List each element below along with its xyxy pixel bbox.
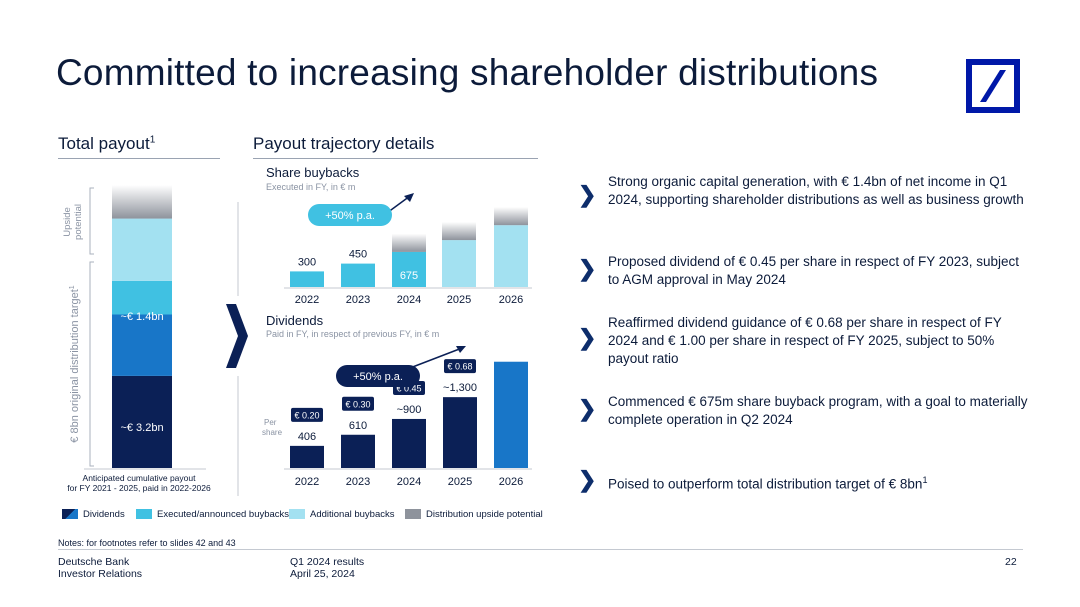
buyback-bar-2024 bbox=[392, 251, 426, 287]
growth-badge bbox=[308, 204, 392, 226]
x-tick-label: 2025 bbox=[447, 294, 471, 306]
upside-bar-2025 bbox=[442, 221, 476, 241]
bullet-3: Reaffirmed dividend guidance of € 0.68 p… bbox=[608, 315, 1002, 366]
x-tick-label: 2022 bbox=[295, 294, 319, 306]
chevron-right-icon: ❯ bbox=[578, 467, 597, 492]
buyback-bar-2023 bbox=[341, 263, 375, 287]
chevron-right-icon: ❯ bbox=[578, 182, 597, 207]
divider bbox=[58, 158, 220, 159]
dividend-bar-2025 bbox=[443, 397, 477, 468]
buyback-data-label: 300 bbox=[298, 256, 316, 268]
dividend-bar-2024 bbox=[392, 418, 426, 468]
legend-additional: Additional buybacks bbox=[289, 506, 395, 522]
buyback-data-label: ~€ 1.4bn bbox=[120, 311, 163, 323]
per-share-badge bbox=[291, 407, 323, 422]
upside-label: Upsidepotential bbox=[62, 204, 84, 240]
dividend-bar-2023 bbox=[341, 434, 375, 468]
chevron-right-icon: ❯ bbox=[578, 325, 597, 350]
connector-chevron bbox=[226, 202, 248, 496]
upside-bar-2026 bbox=[494, 206, 528, 226]
buyback-bar-2022 bbox=[290, 271, 324, 287]
legend-executed: Executed/announced buybacks bbox=[136, 506, 289, 522]
deutsche-bank-logo bbox=[966, 59, 1020, 113]
total-payout-chart: Upsidepotential € 8bn original distribut… bbox=[62, 185, 206, 470]
x-tick-label: 2024 bbox=[397, 476, 421, 488]
per-share-label: Per share bbox=[262, 418, 283, 437]
dividend-data-label: ~€ 3.2bn bbox=[120, 422, 163, 434]
total-payout-heading: Total payout1 bbox=[58, 134, 156, 153]
dividend-data-label: ~1,300 bbox=[443, 382, 477, 394]
upside-bracket bbox=[89, 187, 94, 255]
share-buybacks-chart: 300 450 675 2022 2023 2024 2025 2026 +50% p.a. bbox=[284, 193, 532, 306]
additional-buybacks-segment bbox=[112, 218, 172, 281]
x-tick-label: 2023 bbox=[346, 476, 370, 488]
bullet-5: Poised to outperform total distribution … bbox=[608, 475, 928, 492]
growth-badge bbox=[336, 365, 420, 387]
additional-buyback-bar-2025 bbox=[442, 240, 476, 287]
x-tick-label: 2023 bbox=[346, 294, 370, 306]
dividends-bar-segment bbox=[112, 375, 172, 468]
legend-dividends: Dividends bbox=[62, 506, 125, 522]
dividends-title: Dividends bbox=[266, 313, 324, 328]
svg-text:+50% p.a.: +50% p.a. bbox=[325, 210, 375, 222]
bullet-2: Proposed dividend of € 0.45 per share in… bbox=[608, 254, 1020, 287]
page-title: Committed to increasing shareholder dist… bbox=[56, 52, 879, 93]
per-share-badge bbox=[342, 396, 374, 411]
dividends-chart: 406 610 ~900 ~1,300 2022 2023 2024 2025 2026 € … bbox=[262, 346, 532, 488]
dividend-bar-2022 bbox=[290, 445, 324, 468]
footer-divider bbox=[58, 549, 1023, 550]
dividend-data-label: 406 bbox=[298, 431, 316, 443]
additional-buyback-bar-2026 bbox=[494, 225, 528, 287]
legend-swatch bbox=[289, 509, 305, 519]
page-number: 22 bbox=[1005, 556, 1017, 568]
per-share-value: € 0.30 bbox=[345, 399, 370, 409]
buybacks-title: Share buybacks bbox=[266, 165, 360, 180]
divider bbox=[253, 158, 538, 159]
x-tick-label: 2022 bbox=[295, 476, 319, 488]
dividends-note: Paid in FY, in respect of previous FY, i… bbox=[266, 329, 440, 339]
buyback-data-label: 675 bbox=[400, 270, 418, 282]
buybacks-note: Executed in FY, in € m bbox=[266, 182, 356, 192]
dividend-data-label: ~900 bbox=[397, 404, 422, 416]
x-tick-label: 2025 bbox=[448, 476, 472, 488]
buyback-data-label: 450 bbox=[349, 249, 367, 261]
per-share-badge bbox=[444, 359, 476, 374]
legend-swatch bbox=[136, 509, 152, 519]
legend-swatch bbox=[405, 509, 421, 519]
upside-bar-2024 bbox=[392, 233, 426, 252]
x-tick-label: 2024 bbox=[397, 294, 421, 306]
bullet-1: Strong organic capital generation, with … bbox=[608, 174, 1024, 207]
target-bracket bbox=[89, 261, 94, 467]
dividend-bar-2026 bbox=[494, 361, 528, 468]
target-label: € 8bn original distribution target1 bbox=[69, 285, 81, 442]
dividend-data-label: 610 bbox=[349, 420, 367, 432]
svg-text:+50% p.a.: +50% p.a. bbox=[353, 371, 403, 383]
chevron-right-icon: ❯ bbox=[578, 256, 597, 281]
footer-company: Deutsche Bank Investor Relations bbox=[58, 556, 143, 580]
dividends-bar-segment bbox=[112, 314, 172, 376]
chevron-right-icon: ❯ bbox=[578, 396, 597, 421]
executed-buybacks-segment bbox=[112, 280, 172, 315]
total-payout-footnote: Anticipated cumulative payout for FY 202… bbox=[67, 473, 211, 493]
chevron-right-icon bbox=[226, 304, 248, 368]
legend-upside: Distribution upside potential bbox=[405, 506, 543, 522]
per-share-value: € 0.68 bbox=[447, 362, 472, 372]
upside-segment bbox=[112, 185, 172, 219]
trend-arrow bbox=[409, 347, 463, 369]
bullet-4: Commenced € 675m share buyback program, … bbox=[608, 394, 1028, 427]
legend-swatch bbox=[62, 509, 78, 519]
x-tick-label: 2026 bbox=[499, 294, 523, 306]
payout-trajectory-heading: Payout trajectory details bbox=[253, 134, 435, 153]
per-share-value: € 0.45 bbox=[396, 383, 421, 393]
footer-report: Q1 2024 results April 25, 2024 bbox=[290, 556, 365, 580]
per-share-value: € 0.20 bbox=[294, 410, 319, 420]
footnotes: Notes: for footnotes refer to slides 42 … bbox=[58, 538, 236, 548]
x-tick-label: 2026 bbox=[499, 476, 523, 488]
